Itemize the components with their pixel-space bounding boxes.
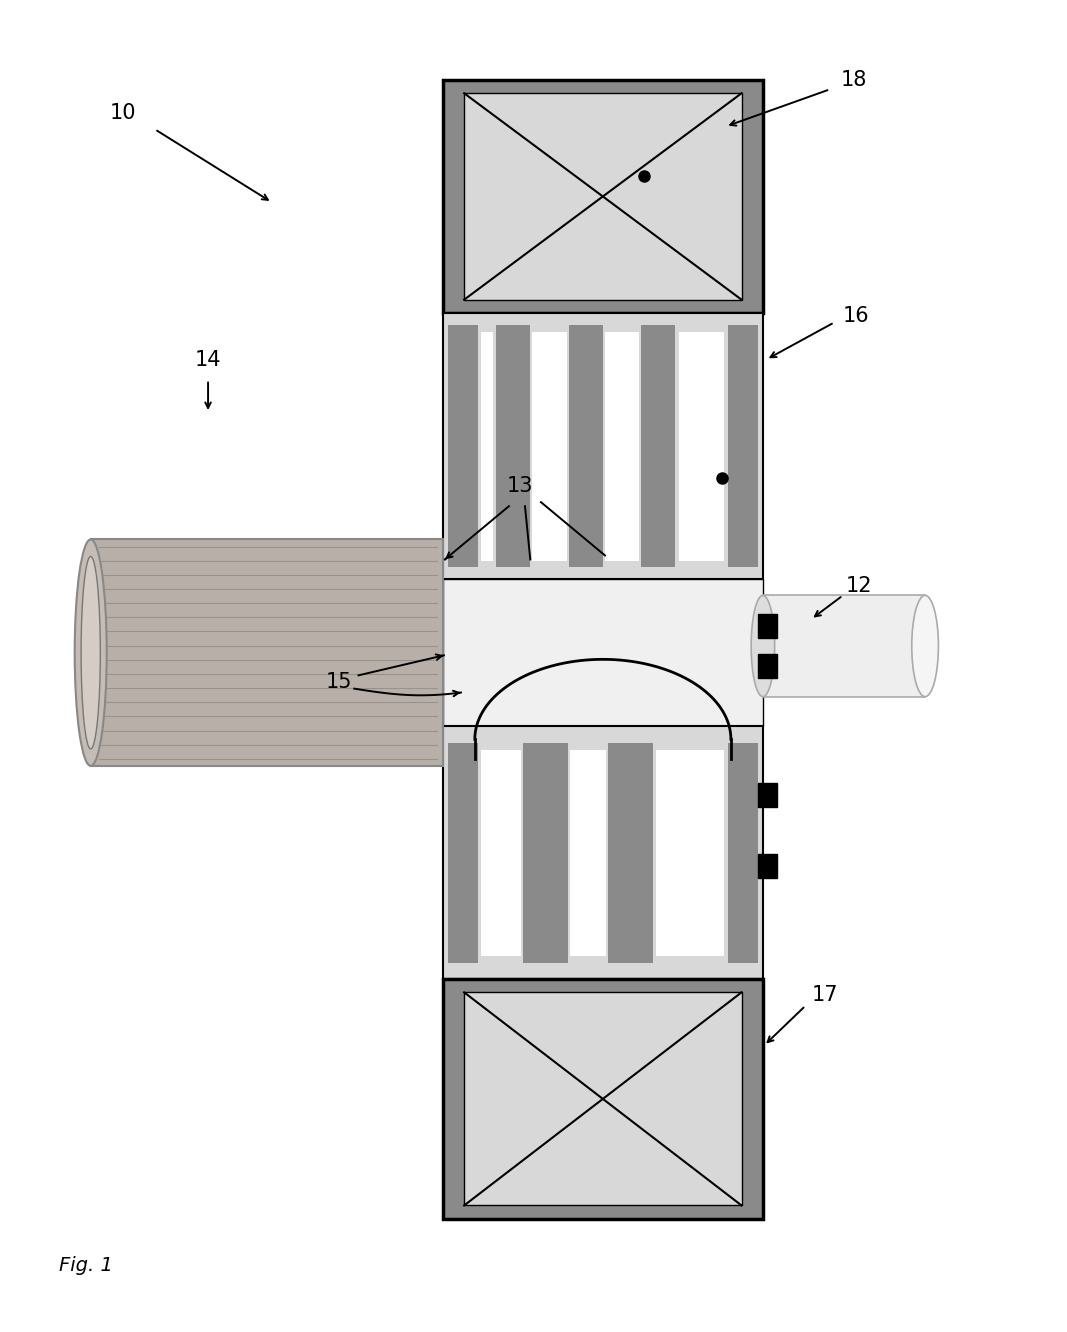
Bar — [605, 332, 639, 561]
Bar — [758, 783, 777, 807]
Text: 15: 15 — [327, 671, 352, 693]
Bar — [656, 750, 724, 956]
Bar — [443, 80, 763, 1219]
Bar — [532, 332, 567, 561]
Text: 17: 17 — [812, 984, 838, 1006]
Bar — [728, 743, 758, 963]
Bar — [728, 325, 758, 567]
Bar — [443, 313, 763, 579]
Bar — [443, 979, 763, 1219]
Ellipse shape — [751, 595, 775, 697]
Bar — [443, 80, 763, 313]
Bar — [443, 726, 763, 979]
Ellipse shape — [75, 539, 107, 766]
Text: 14: 14 — [195, 349, 221, 370]
Bar — [496, 325, 530, 567]
Bar — [464, 992, 742, 1205]
Bar — [448, 325, 478, 567]
Bar — [758, 854, 777, 878]
Bar — [448, 743, 478, 963]
Bar — [679, 332, 724, 561]
Ellipse shape — [81, 557, 100, 749]
Bar — [763, 595, 925, 697]
Bar — [481, 332, 493, 561]
Text: 10: 10 — [110, 103, 136, 124]
Ellipse shape — [911, 595, 938, 697]
Text: 13: 13 — [507, 476, 532, 497]
Text: 12: 12 — [846, 575, 872, 597]
Bar — [608, 743, 653, 963]
Bar — [481, 750, 521, 956]
Text: Fig. 1: Fig. 1 — [59, 1256, 112, 1275]
Bar — [641, 325, 675, 567]
Bar — [758, 654, 777, 678]
Bar — [570, 750, 606, 956]
Bar — [443, 579, 763, 726]
Bar — [569, 325, 603, 567]
Bar — [464, 93, 742, 300]
Bar — [758, 614, 777, 638]
Text: 16: 16 — [843, 305, 869, 326]
Bar — [91, 539, 443, 766]
Text: 18: 18 — [841, 69, 866, 91]
Bar — [523, 743, 568, 963]
